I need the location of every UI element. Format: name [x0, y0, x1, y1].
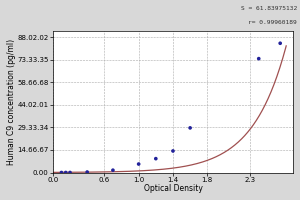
Point	[136, 162, 141, 166]
Point	[256, 57, 261, 60]
Point	[278, 42, 283, 45]
Point	[85, 170, 90, 174]
Point	[171, 149, 176, 153]
Point	[188, 126, 193, 129]
X-axis label: Optical Density: Optical Density	[143, 184, 203, 193]
Text: S = 61.83975132: S = 61.83975132	[241, 6, 297, 11]
Point	[110, 169, 115, 172]
Y-axis label: Human C9 concentration (pg/ml): Human C9 concentration (pg/ml)	[7, 39, 16, 165]
Point	[68, 171, 72, 174]
Point	[153, 157, 158, 160]
Point	[63, 171, 68, 174]
Text: r= 0.99960189: r= 0.99960189	[248, 20, 297, 25]
Point	[59, 171, 64, 174]
